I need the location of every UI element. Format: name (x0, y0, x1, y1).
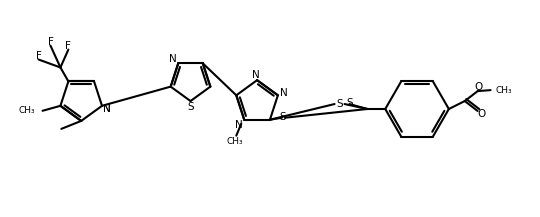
Text: F: F (36, 51, 42, 61)
Text: CH₃: CH₃ (19, 106, 36, 115)
Text: S: S (187, 102, 194, 112)
Text: N: N (280, 88, 288, 98)
Text: O: O (477, 109, 486, 119)
Text: N: N (170, 54, 177, 64)
Text: S: S (280, 112, 286, 122)
Text: CH₃: CH₃ (227, 137, 244, 146)
Text: F: F (65, 41, 71, 51)
Text: F: F (48, 37, 53, 47)
Text: S: S (346, 98, 353, 108)
Text: N: N (252, 70, 260, 80)
Text: N: N (235, 120, 243, 130)
Text: O: O (475, 82, 483, 92)
Text: CH₃: CH₃ (496, 86, 512, 95)
Text: S: S (336, 99, 343, 109)
Text: N: N (103, 104, 111, 114)
Text: N: N (103, 104, 111, 114)
